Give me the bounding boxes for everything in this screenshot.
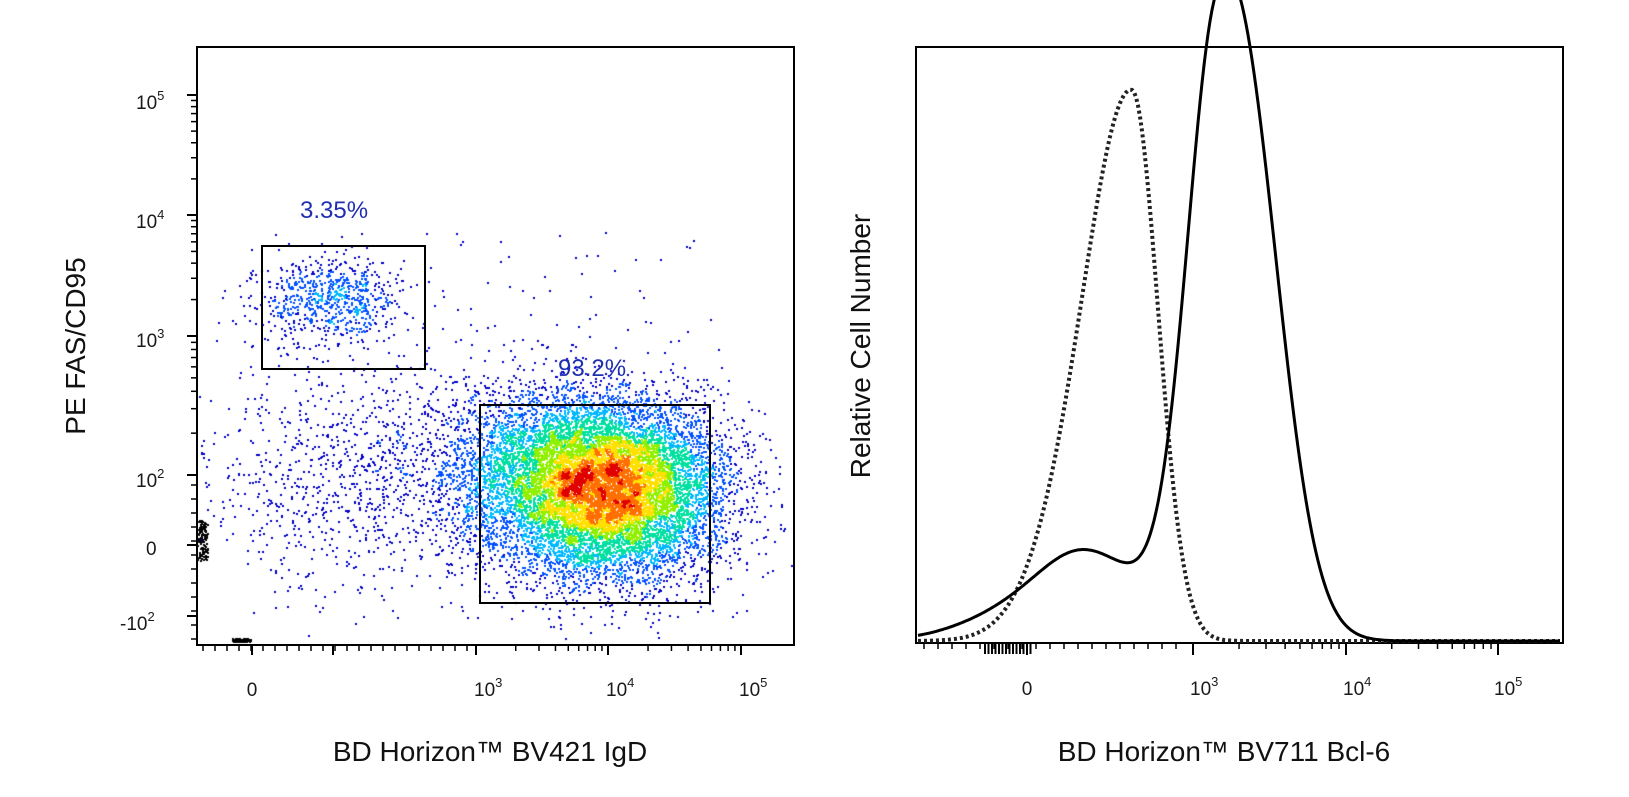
y-tick-label: 104 [136, 207, 164, 233]
y-tick-label: 102 [136, 466, 164, 492]
histogram-panel: 0 103 104 105 BD Horizon™ BV711 Bcl-6 Re… [845, 0, 1564, 767]
x-tick-label: 103 [1190, 674, 1218, 700]
gate-fas-high [261, 245, 426, 370]
x-tick-label: 103 [474, 675, 502, 701]
dot-plot-x-ticks [202, 645, 742, 655]
x-tick-label: 0 [1022, 679, 1033, 700]
x-axis-title: BD Horizon™ BV711 Bcl-6 [1058, 736, 1391, 767]
y-axis-title: PE FAS/CD95 [60, 257, 91, 434]
dot-plot-panel: 3.35% 93.2% 0 103 104 105 105 104 [60, 46, 795, 767]
dot-plot-frame [196, 46, 795, 646]
x-tick-label: 0 [247, 680, 258, 701]
y-tick-label: 103 [136, 326, 164, 352]
dot-plot-events-image [197, 47, 794, 645]
x-tick-label: 104 [606, 675, 634, 701]
dot-plot-events [197, 47, 794, 645]
dot-plot-y-ticks [187, 94, 197, 640]
y-tick-label: 0 [146, 539, 157, 560]
x-axis-title: BD Horizon™ BV421 IgD [333, 736, 647, 767]
histogram-series-solid [917, 0, 1560, 643]
x-tick-label: 105 [1494, 674, 1522, 700]
y-tick-label: -102 [120, 609, 155, 635]
y-tick-label: 105 [136, 88, 164, 114]
gate-igd-positive [479, 404, 711, 604]
x-tick-label: 105 [739, 675, 767, 701]
y-axis-title: Relative Cell Number [845, 214, 876, 479]
x-tick-label: 104 [1343, 674, 1371, 700]
gate-fas-high-label: 3.35% [300, 197, 368, 224]
gate-igd-positive-label: 93.2% [558, 355, 626, 382]
histogram-x-ticks [923, 643, 1499, 655]
